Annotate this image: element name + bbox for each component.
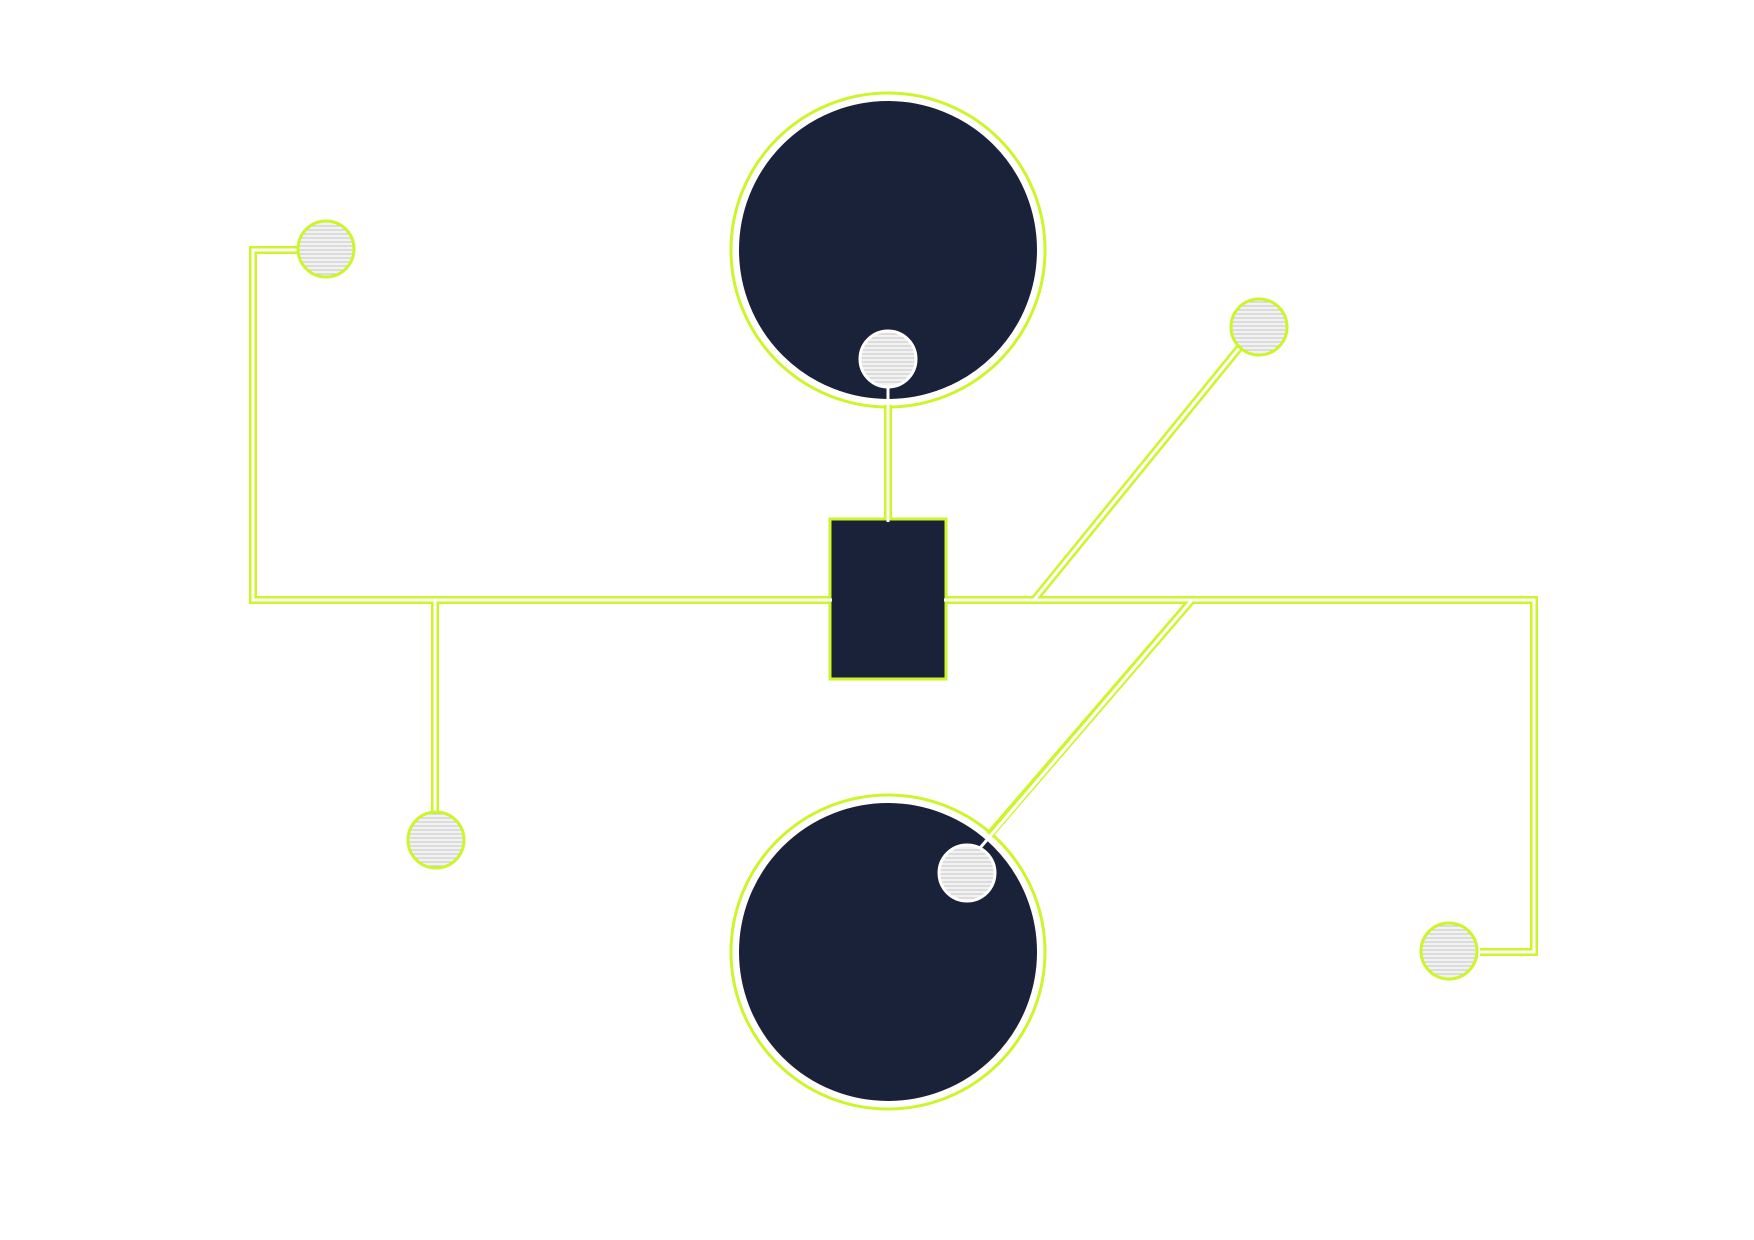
hatched-circle-icon [1419, 921, 1479, 981]
terminal-bottom-right [1419, 921, 1479, 981]
terminal-top-circle-inner [858, 329, 918, 389]
terminal-top-left [296, 219, 356, 279]
wire-core-right-upper [944, 346, 1242, 602]
hatched-circle-icon [937, 843, 997, 903]
hatched-circle-icon [406, 810, 466, 870]
wire-core-right-diagonal-down [966, 599, 1194, 863]
wire-core-right-main [1034, 598, 1536, 954]
wire-outline-right-upper [946, 344, 1244, 604]
hatched-circle-icon [1229, 297, 1289, 357]
hatched-circle-icon [296, 219, 356, 279]
terminals [296, 219, 1479, 981]
hatched-circle-icon [858, 329, 918, 389]
terminal-bottom-left [406, 810, 466, 870]
wire-core-left-main [251, 248, 832, 602]
bottom-circle-node [733, 797, 1043, 1107]
wire-cores [251, 248, 1536, 954]
wire-outline-right-main [1034, 596, 1538, 956]
center-rectangle-node [828, 517, 948, 681]
terminal-bottom-circle-inner [937, 843, 997, 903]
terminal-top-right [1229, 297, 1289, 357]
bottom-circle-outline [729, 793, 1047, 1111]
